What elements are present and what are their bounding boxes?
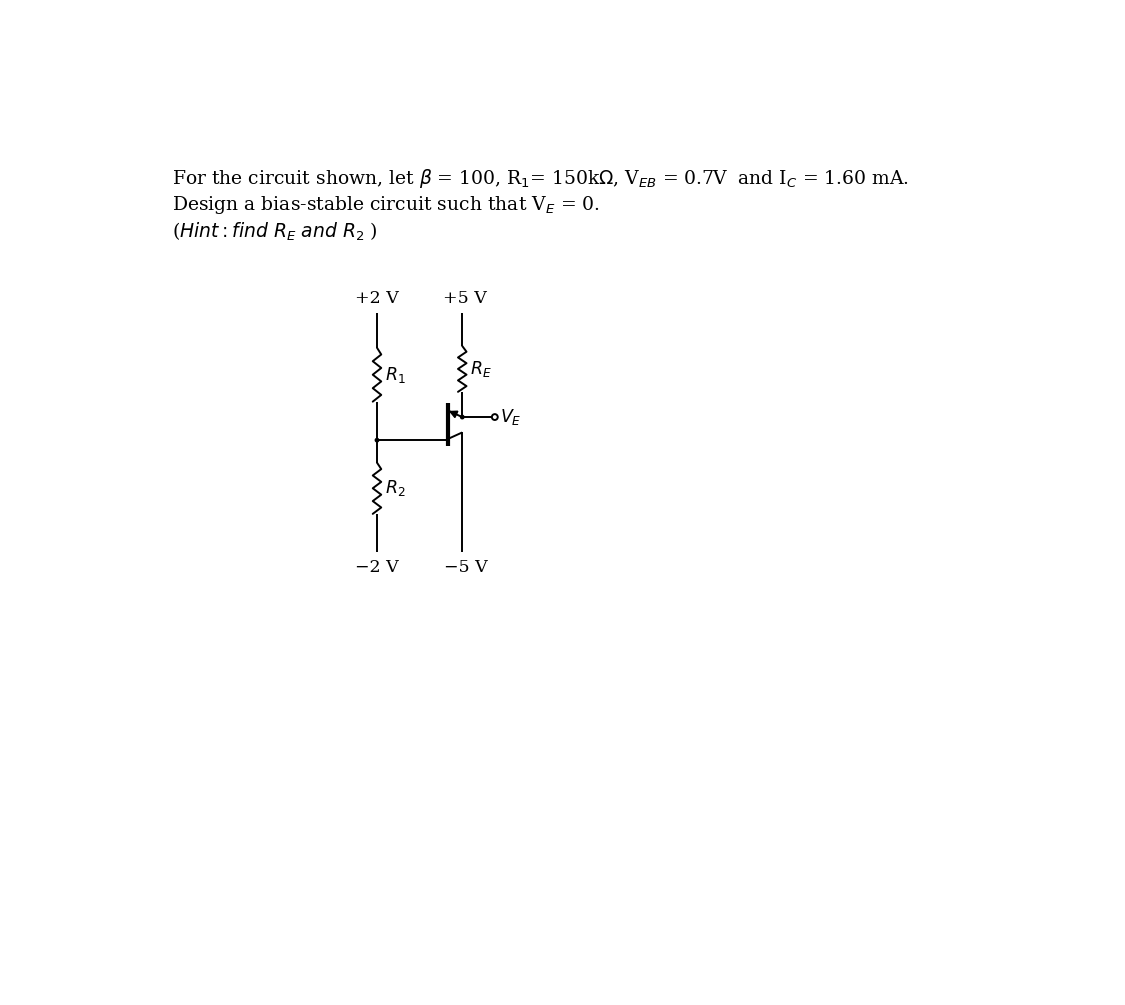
- Circle shape: [460, 415, 463, 419]
- Text: $R_E$: $R_E$: [470, 359, 492, 379]
- Text: $V_E$: $V_E$: [501, 407, 522, 427]
- Circle shape: [376, 438, 379, 442]
- Text: +2 V: +2 V: [356, 289, 399, 307]
- Polygon shape: [450, 411, 458, 417]
- Text: Design a bias-stable circuit such that V$_E$ = 0.: Design a bias-stable circuit such that V…: [172, 194, 600, 216]
- Text: ($\mathit{Hint: find}$ $\mathit{R_E}$ $\mathit{and}$ $\mathit{R_2}$ ): ($\mathit{Hint: find}$ $\mathit{R_E}$ $\…: [172, 221, 378, 243]
- Text: −2 V: −2 V: [356, 560, 399, 577]
- Text: $R_1$: $R_1$: [385, 365, 405, 385]
- Text: −5 V: −5 V: [443, 560, 487, 577]
- Text: For the circuit shown, let $\beta$ = 100, R$_1$= 150k$\Omega$, V$_{EB}$ = 0.7V  : For the circuit shown, let $\beta$ = 100…: [172, 167, 909, 190]
- Circle shape: [492, 414, 497, 420]
- Text: +5 V: +5 V: [443, 289, 487, 307]
- Text: $R_2$: $R_2$: [385, 478, 405, 498]
